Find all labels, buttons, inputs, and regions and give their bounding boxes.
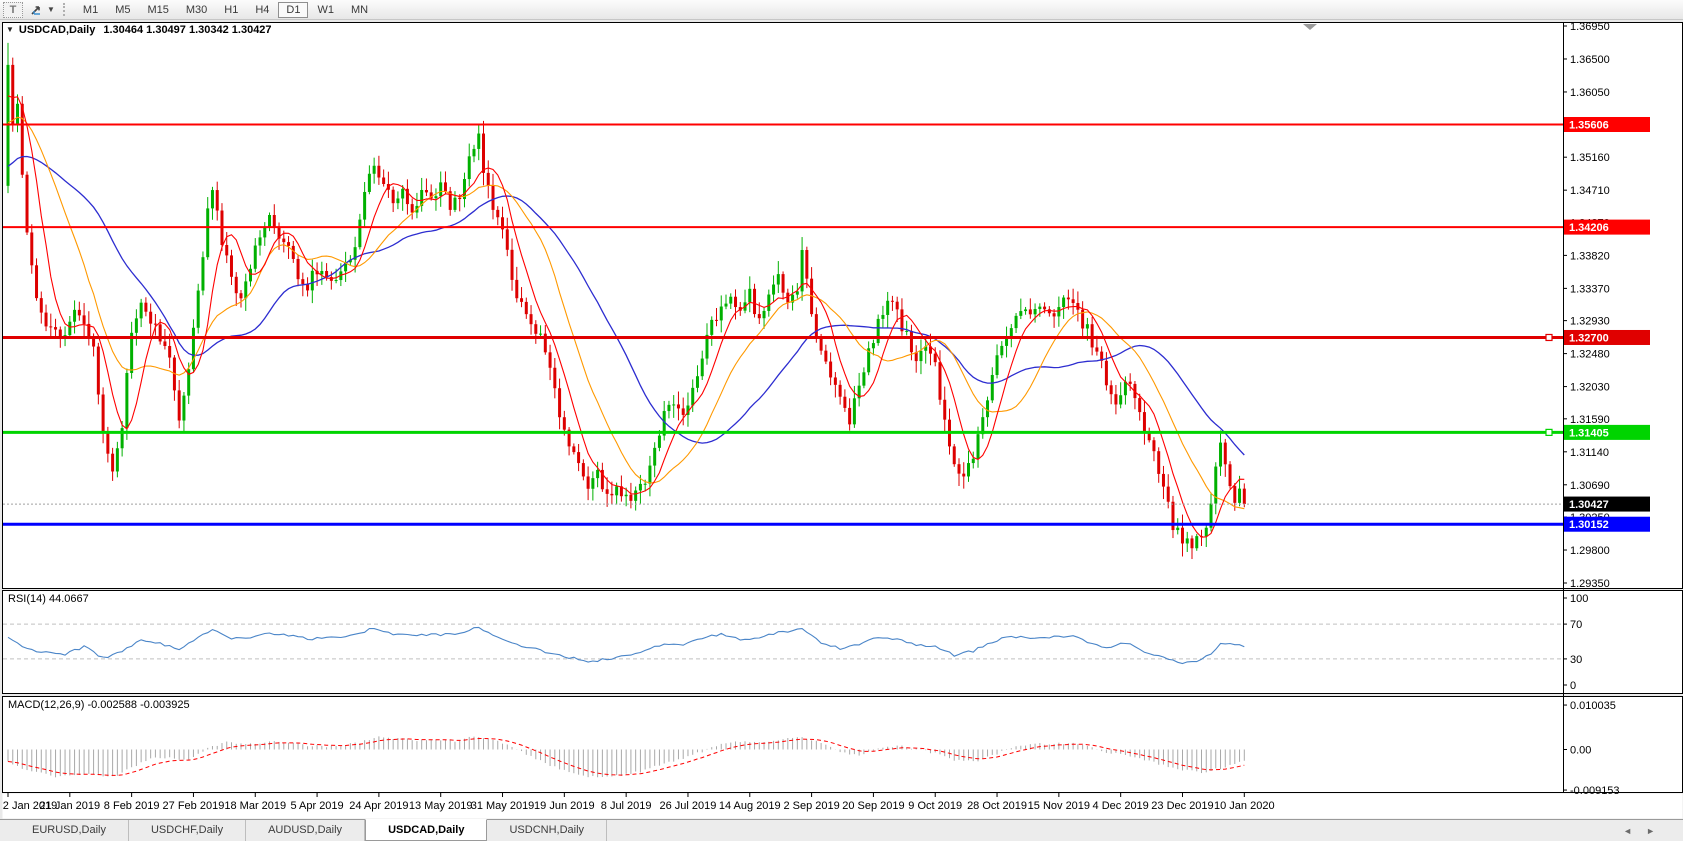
timeframe-m1[interactable]: M1 [82, 3, 99, 16]
svg-text:26 Jul 2019: 26 Jul 2019 [660, 800, 717, 812]
svg-text:0.010035: 0.010035 [1570, 700, 1616, 712]
timeframe-m30[interactable]: M30 [185, 3, 208, 16]
svg-text:1.31590: 1.31590 [1570, 414, 1610, 426]
svg-text:1.29800: 1.29800 [1570, 545, 1610, 557]
svg-text:18 Mar 2019: 18 Mar 2019 [224, 800, 286, 812]
ohlc-values: 1.30464 1.30497 1.30342 1.30427 [103, 24, 272, 36]
chart-dropdown-icon[interactable]: ▼ [6, 25, 14, 34]
toolbar-grip[interactable] [62, 3, 68, 16]
tab-usdchf[interactable]: USDCHF,Daily [129, 820, 247, 841]
svg-text:0: 0 [1570, 680, 1576, 692]
tab-audusd[interactable]: AUDUSD,Daily [246, 820, 366, 841]
timeframe-m15[interactable]: M15 [147, 3, 169, 16]
svg-text:23 Dec 2019: 23 Dec 2019 [1151, 800, 1213, 812]
chart-shift-marker[interactable] [1303, 24, 1317, 30]
timeframe-w1[interactable]: W1 [317, 3, 334, 16]
svg-text:100: 100 [1570, 593, 1588, 605]
chart-tab-bar: EURUSD,Daily USDCHF,Daily AUDUSD,Daily U… [0, 819, 1683, 841]
svg-text:24 Apr 2019: 24 Apr 2019 [349, 800, 408, 812]
svg-text:1.36500: 1.36500 [1570, 54, 1610, 66]
svg-text:8 Feb 2019: 8 Feb 2019 [104, 800, 160, 812]
arrows-icon [31, 5, 40, 15]
svg-text:1.34206: 1.34206 [1569, 222, 1609, 234]
svg-text:19 Jun 2019: 19 Jun 2019 [534, 800, 595, 812]
tab-scroll-right-icon[interactable]: ► [1646, 826, 1669, 836]
hline-handle[interactable] [1545, 428, 1553, 436]
timeframe-d1[interactable]: D1 [278, 1, 309, 18]
svg-text:1.35160: 1.35160 [1570, 152, 1610, 164]
svg-text:4 Dec 2019: 4 Dec 2019 [1093, 800, 1149, 812]
svg-text:1.31140: 1.31140 [1570, 447, 1609, 459]
svg-text:1.36950: 1.36950 [1570, 21, 1610, 33]
svg-text:0.00: 0.00 [1570, 745, 1591, 757]
toolbar: T ▼ M1 M5 M15 M30 H1 H4 D1 W1 MN [0, 0, 1683, 20]
svg-text:2 Jan 2019: 2 Jan 2019 [3, 800, 57, 812]
svg-text:9 Oct 2019: 9 Oct 2019 [908, 800, 962, 812]
svg-text:1.30427: 1.30427 [1569, 499, 1609, 511]
svg-text:1.36050: 1.36050 [1570, 87, 1610, 99]
symbol-period-label: USDCAD,Daily [18, 24, 96, 36]
svg-text:1.32480: 1.32480 [1570, 349, 1610, 361]
svg-text:1.33370: 1.33370 [1570, 283, 1610, 295]
tab-eurusd[interactable]: EURUSD,Daily [10, 820, 129, 841]
timeframe-h1[interactable]: H1 [224, 3, 239, 16]
hline-handle[interactable] [1545, 333, 1553, 342]
svg-text:-0.009153: -0.009153 [1570, 785, 1620, 797]
svg-text:1.32930: 1.32930 [1570, 316, 1610, 328]
candles-layer [6, 42, 1246, 560]
timeframe-h4[interactable]: H4 [255, 3, 270, 16]
svg-text:15 Nov 2019: 15 Nov 2019 [1028, 800, 1090, 812]
svg-text:10 Jan 2020: 10 Jan 2020 [1214, 800, 1275, 812]
svg-text:1.30690: 1.30690 [1570, 480, 1610, 492]
svg-text:1.29350: 1.29350 [1570, 578, 1610, 590]
svg-text:28 Oct 2019: 28 Oct 2019 [967, 800, 1027, 812]
svg-text:1.30152: 1.30152 [1569, 519, 1609, 531]
tab-scroll-arrows: ◄► [1623, 826, 1669, 836]
svg-text:1.32030: 1.32030 [1570, 382, 1610, 394]
cursor-tools-button[interactable] [29, 2, 43, 17]
macd-indicator-label: MACD(12,26,9) -0.002588 -0.003925 [8, 699, 190, 711]
svg-text:5 Apr 2019: 5 Apr 2019 [290, 800, 343, 812]
svg-text:13 May 2019: 13 May 2019 [409, 800, 473, 812]
svg-text:2 Sep 2019: 2 Sep 2019 [783, 800, 839, 812]
svg-text:30: 30 [1570, 654, 1582, 666]
text-tool-button[interactable]: T [3, 1, 23, 18]
svg-text:70: 70 [1570, 619, 1582, 631]
chart-title: ▼ USDCAD,Daily 1.30464 1.30497 1.30342 1.3… [6, 24, 272, 36]
svg-text:31 May 2019: 31 May 2019 [471, 800, 535, 812]
svg-text:8 Jul 2019: 8 Jul 2019 [601, 800, 652, 812]
timeframe-m5[interactable]: M5 [115, 3, 131, 16]
tool-dropdown-caret[interactable]: ▼ [47, 5, 55, 14]
tab-scroll-left-icon[interactable]: ◄ [1623, 826, 1647, 836]
rsi-line [7, 626, 1245, 665]
moving-averages-layer [7, 95, 1245, 538]
timeframe-mn[interactable]: MN [350, 3, 369, 16]
rsi-indicator-label: RSI(14) 44.0667 [8, 593, 89, 605]
svg-text:20 Sep 2019: 20 Sep 2019 [842, 800, 904, 812]
tab-usdcnh[interactable]: USDCNH,Daily [487, 820, 608, 841]
svg-text:1.35606: 1.35606 [1569, 120, 1609, 132]
svg-text:14 Aug 2019: 14 Aug 2019 [719, 800, 781, 812]
svg-text:1.32700: 1.32700 [1569, 332, 1609, 344]
svg-text:21 Jan 2019: 21 Jan 2019 [40, 800, 101, 812]
svg-text:1.31405: 1.31405 [1569, 427, 1609, 439]
svg-text:27 Feb 2019: 27 Feb 2019 [163, 800, 225, 812]
macd-layer [7, 736, 1245, 778]
svg-text:1.34710: 1.34710 [1570, 185, 1610, 197]
svg-text:1.33820: 1.33820 [1570, 250, 1610, 262]
tab-usdcad[interactable]: USDCAD,Daily [365, 819, 488, 841]
